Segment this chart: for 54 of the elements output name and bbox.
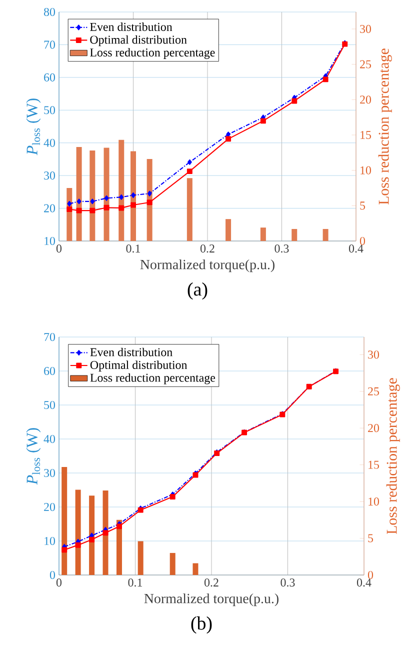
y2-tick-label: 15 <box>360 130 372 139</box>
y-tick-label: 20 <box>44 502 56 512</box>
x-tick-label: 0.3 <box>274 244 289 253</box>
y-axis-title: P$_{loss}$ (W) <box>26 98 41 156</box>
y-tick-label: 40 <box>44 434 56 444</box>
y-tick-label: 80 <box>44 8 56 16</box>
y2-tick-label: 5 <box>368 534 374 542</box>
legend-label: Even distribution <box>90 22 172 31</box>
y-tick-label: 30 <box>44 172 56 180</box>
y2-tick-label: 10 <box>360 166 372 174</box>
y-tick-label: 60 <box>44 366 56 376</box>
y-tick-label: 70 <box>44 332 56 342</box>
x-tick-label: 0.4 <box>356 578 372 587</box>
x-tick-label: 0 <box>56 578 62 587</box>
y-tick-label: 50 <box>44 106 56 114</box>
y2-tick-label: 5 <box>360 202 366 210</box>
y-tick-label: 40 <box>44 138 56 147</box>
x-tick-label: 0.2 <box>200 244 214 253</box>
y2-tick-label: 15 <box>368 460 380 469</box>
y-tick-label: 30 <box>44 468 56 478</box>
x-tick-label: 0.4 <box>348 244 364 253</box>
y-tick-label: 50 <box>44 400 56 410</box>
x-axis-title: Normalized torque(p.u.) <box>144 593 278 606</box>
text: (a) <box>188 282 208 300</box>
x-tick-label: 0.2 <box>204 578 218 587</box>
y-axis-title: P$_{loss}$ (W) <box>26 428 41 485</box>
y2-tick-label: 30 <box>368 350 380 359</box>
y2-tick-label: 10 <box>368 498 380 506</box>
y2-tick-label: 20 <box>360 96 372 104</box>
y2-tick-label: 30 <box>360 24 372 33</box>
y2-tick-label: 25 <box>360 60 372 68</box>
y2-tick-label: 25 <box>368 387 380 396</box>
y2-tick-label: 0 <box>368 570 374 580</box>
legend-label: Optimal distribution <box>90 35 187 46</box>
y2-tick-label: 20 <box>368 424 380 432</box>
y-tick-label: 70 <box>44 40 56 49</box>
legend-label: Loss reduction percentage <box>90 373 216 384</box>
y-tick-label: 0 <box>50 570 56 580</box>
y2-axis-title: Loss reduction percentage <box>378 48 392 204</box>
y-tick-label: 60 <box>44 73 56 82</box>
y-tick-label: 20 <box>44 204 56 212</box>
y-tick-label: 10 <box>44 536 56 546</box>
text: (b) <box>191 616 212 634</box>
x-tick-label: 0.3 <box>280 578 295 587</box>
x-tick-label: 0.1 <box>126 244 140 253</box>
legend-label: Optimal distribution <box>90 360 188 372</box>
y2-axis-title: Loss reduction percentage <box>386 378 400 534</box>
x-axis-title: Normalized torque(p.u.) <box>140 259 274 272</box>
x-tick-label: 0 <box>56 244 62 253</box>
legend-label: Loss reduction percentage <box>90 48 215 59</box>
legend-label: Even distribution <box>90 348 172 356</box>
x-tick-label: 0.1 <box>128 578 142 587</box>
y-tick-label: 10 <box>44 236 56 246</box>
y2-tick-label: 0 <box>360 236 366 246</box>
